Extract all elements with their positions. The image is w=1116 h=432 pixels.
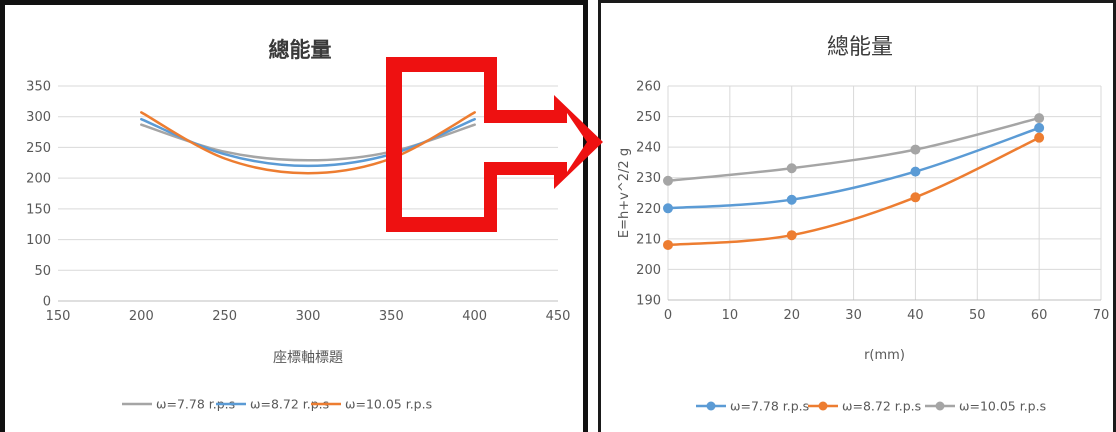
data-point <box>910 144 921 155</box>
x-tick-label: 350 <box>379 309 404 324</box>
y-tick-label: 300 <box>26 110 51 125</box>
x-tick-label: 400 <box>462 309 487 324</box>
y-tick-label: 350 <box>26 80 51 95</box>
x-tick-label: 60 <box>1031 308 1048 323</box>
y-tick-label: 50 <box>34 264 51 279</box>
y-tick-label: 220 <box>636 202 661 217</box>
x-tick-label: 40 <box>907 308 924 323</box>
data-point <box>786 163 797 174</box>
x-tick-label: 150 <box>46 309 71 324</box>
data-point <box>663 239 673 250</box>
x-tick-label: 30 <box>845 308 862 323</box>
x-tick-label: 0 <box>664 308 672 323</box>
chart-panel-right: 190 200 210 220 230 240 250 260 0 10 20 30 40 50 60 70 總… <box>598 0 1116 432</box>
x-tick-label: 300 <box>296 309 321 324</box>
legend-label: ω=7.78 r.p.s <box>156 397 235 412</box>
data-point <box>910 166 921 177</box>
y-tick-label: 100 <box>26 233 51 248</box>
x-tick-label: 50 <box>969 308 986 323</box>
data-point <box>1034 132 1045 143</box>
legend-label: ω=10.05 r.p.s <box>345 397 432 412</box>
y-tick-label: 260 <box>636 80 661 95</box>
y-tick-label: 150 <box>26 202 51 217</box>
y-tick-label: 230 <box>636 171 661 186</box>
x-tick-label: 20 <box>783 308 800 323</box>
y-tick-label: 250 <box>26 141 51 156</box>
data-point <box>663 175 673 186</box>
legend-marker <box>818 401 828 411</box>
y-tick-label: 200 <box>636 263 661 278</box>
data-point <box>910 192 921 203</box>
legend-label: ω=8.72 r.p.s <box>842 399 921 414</box>
y-tick-label: 240 <box>636 141 661 156</box>
y-tick-label: 0 <box>43 295 51 310</box>
x-tick-label: 10 <box>722 308 739 323</box>
data-point <box>1034 113 1045 124</box>
legend-marker <box>706 401 716 411</box>
x-tick-label: 250 <box>212 309 237 324</box>
legend-label: ω=7.78 r.p.s <box>730 399 809 414</box>
y-tick-label: 210 <box>636 232 661 247</box>
y-tick-label: 190 <box>636 294 661 309</box>
y-tick-label: 250 <box>636 110 661 125</box>
y-axis-label: E=h+v^2/2 g <box>617 148 632 238</box>
x-axis-label: r(mm) <box>864 348 905 363</box>
y-tick-label: 200 <box>26 172 51 187</box>
arrow-shape <box>386 57 603 232</box>
series-line <box>666 116 1041 183</box>
data-point <box>663 203 673 214</box>
x-tick-label: 200 <box>129 309 154 324</box>
chart-right-svg: 190 200 210 220 230 240 250 260 0 10 20 30 40 50 60 70 總… <box>617 35 1110 414</box>
legend-marker <box>935 401 945 411</box>
legend-label: ω=10.05 r.p.s <box>959 399 1046 414</box>
x-tick-label: 450 <box>546 309 571 324</box>
x-axis-label: 座標軸標題 <box>273 350 343 366</box>
series-line <box>140 111 476 175</box>
data-point <box>786 230 797 241</box>
legend-label: ω=8.72 r.p.s <box>250 397 329 412</box>
chart-title: 總能量 <box>827 35 893 60</box>
chart-title: 總能量 <box>269 38 332 62</box>
series-line <box>666 136 1041 247</box>
data-point <box>786 194 797 205</box>
chart-left-svg: 0 50 100 150 200 250 300 350 150 200 250 300 350 400 4… <box>26 38 571 412</box>
x-tick-label: 70 <box>1093 308 1110 323</box>
data-point <box>1034 122 1045 133</box>
series-line <box>666 126 1041 210</box>
